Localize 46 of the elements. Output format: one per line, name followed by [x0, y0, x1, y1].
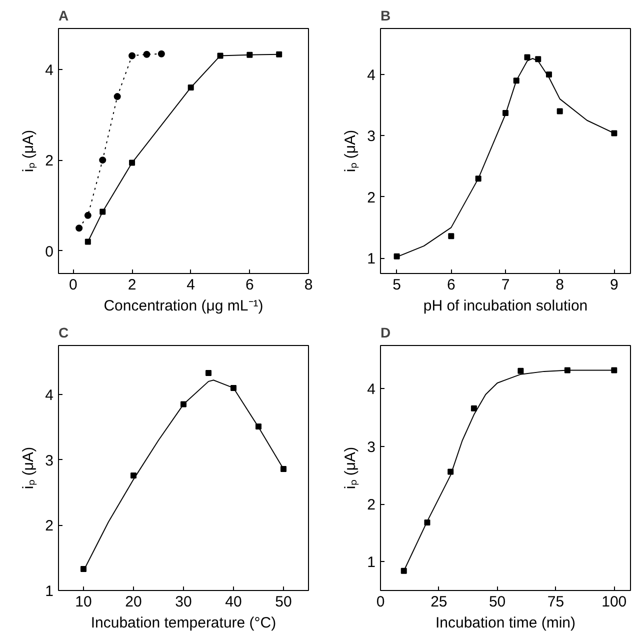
y-tick-label: 4: [45, 387, 54, 404]
y-tick-label: 3: [45, 452, 54, 470]
chart-title: C: [58, 324, 69, 340]
y-axis-title: iₚ (μA): [342, 446, 360, 490]
x-tick-label: 4: [186, 276, 196, 294]
y-tick-label: 2: [367, 189, 376, 206]
x-tick-label: 20: [125, 594, 142, 610]
x-tick-label: 8: [304, 276, 313, 294]
x-axis-title: Incubation time (min): [435, 614, 576, 632]
y-tick-label: 1: [367, 554, 376, 572]
y-tick-label: 2: [45, 152, 54, 170]
y-axis-title: iₚ (μA): [342, 130, 360, 172]
chart-title: A: [58, 8, 69, 24]
x-axis-title: Concentration (μg mL⁻¹): [104, 298, 264, 314]
y-tick-label: 4: [45, 62, 54, 79]
x-tick-label: 0: [69, 276, 78, 294]
y-tick-label: 1: [45, 583, 54, 600]
y-tick-label: 0: [45, 243, 54, 260]
x-axis-title: pH of incubation solution: [423, 298, 588, 314]
x-tick-label: 7: [501, 276, 510, 294]
y-tick-label: 2: [45, 518, 54, 535]
x-tick-label: 5: [392, 276, 401, 294]
y-tick-label: 1: [367, 250, 376, 268]
x-tick-label: 6: [246, 276, 254, 294]
x-tick-label: 8: [556, 276, 564, 294]
y-tick-label: 2: [367, 496, 376, 514]
y-axis-title: iₚ (μA): [20, 130, 38, 172]
x-axis-title: Incubation temperature (°C): [90, 614, 276, 632]
x-tick-label: 50: [488, 594, 506, 610]
x-tick-label: 25: [430, 594, 448, 610]
x-tick-label: 2: [128, 276, 136, 294]
x-tick-label: 100: [602, 594, 627, 610]
x-tick-label: 50: [275, 594, 292, 610]
x-tick-label: 9: [610, 276, 618, 294]
y-axis-title: iₚ (μA): [20, 446, 38, 490]
y-tick-label: 4: [367, 381, 376, 398]
y-tick-label: 4: [367, 66, 376, 84]
x-tick-label: 10: [75, 594, 92, 610]
y-tick-label: 3: [367, 438, 376, 456]
chart-title: B: [380, 8, 391, 24]
y-tick-label: 3: [367, 128, 376, 146]
x-tick-label: 75: [547, 594, 564, 610]
x-tick-label: 6: [446, 276, 456, 294]
chart-title: D: [380, 324, 391, 340]
x-tick-label: 30: [175, 594, 192, 610]
x-tick-label: 40: [225, 594, 242, 610]
